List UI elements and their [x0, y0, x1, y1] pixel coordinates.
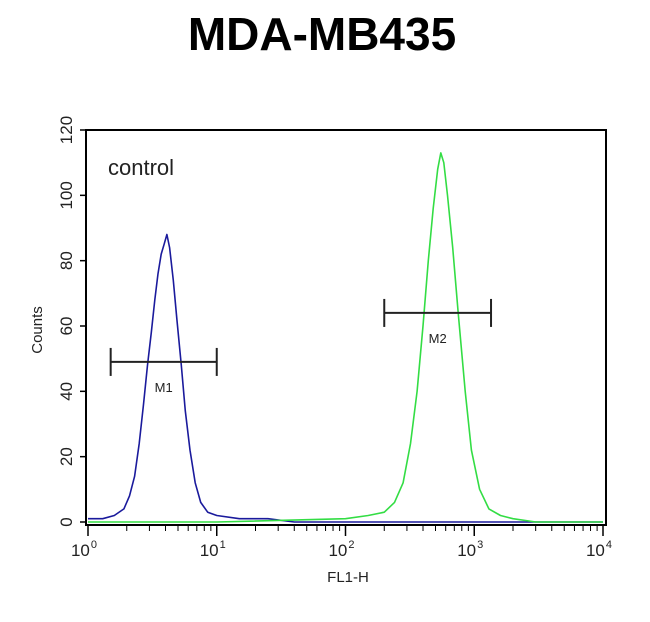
histogram-series-2 — [88, 152, 603, 523]
x-tick-label: 103 — [457, 539, 483, 560]
x-tick-label: 104 — [586, 539, 612, 560]
y-axis: 0 20 40 60 80 100 120 — [57, 116, 86, 527]
x-tick-label: 102 — [328, 539, 354, 560]
marker-label: M1 — [155, 380, 173, 395]
series-layer — [88, 152, 603, 523]
marker-label: M2 — [429, 331, 447, 346]
y-tick-label: 100 — [57, 181, 76, 209]
annotation-control: control — [108, 155, 174, 180]
y-axis-label: Counts — [29, 306, 46, 354]
y-tick-label: 80 — [57, 251, 76, 270]
x-axis-label: FL1-H — [327, 569, 369, 586]
y-tick-label: 0 — [57, 517, 76, 526]
histogram-series-1 — [88, 233, 603, 523]
y-tick-label: 40 — [57, 382, 76, 401]
y-tick-label: 20 — [57, 447, 76, 466]
x-tick-label: 101 — [200, 539, 226, 560]
x-axis: 100 101 102 103 104 — [71, 525, 612, 560]
y-tick-label: 120 — [57, 116, 76, 144]
marker-layer: M1 M2 — [109, 298, 493, 395]
chart-title: MDA-MB435 — [188, 8, 456, 60]
x-tick-label: 100 — [71, 539, 97, 560]
plot-frame — [85, 129, 607, 526]
y-tick-label: 60 — [57, 317, 76, 336]
